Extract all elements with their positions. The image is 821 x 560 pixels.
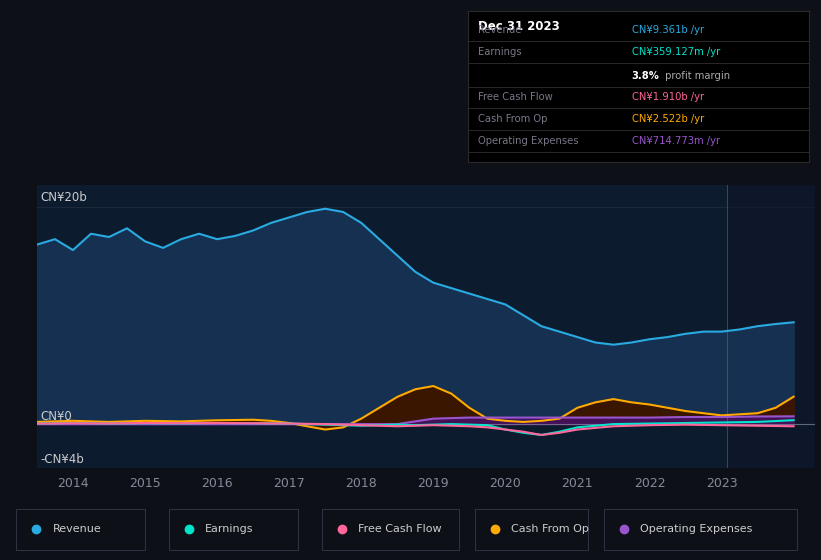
Text: -CN¥4b: -CN¥4b — [40, 453, 85, 466]
Text: Cash From Op: Cash From Op — [511, 524, 589, 534]
Text: Free Cash Flow: Free Cash Flow — [358, 524, 442, 534]
Text: Dec 31 2023: Dec 31 2023 — [478, 20, 560, 33]
Text: CN¥714.773m /yr: CN¥714.773m /yr — [631, 136, 720, 146]
Text: CN¥2.522b /yr: CN¥2.522b /yr — [631, 114, 704, 124]
Text: Cash From Op: Cash From Op — [478, 114, 548, 124]
Text: Operating Expenses: Operating Expenses — [478, 136, 579, 146]
Text: Earnings: Earnings — [205, 524, 254, 534]
Text: CN¥359.127m /yr: CN¥359.127m /yr — [631, 48, 720, 58]
Text: Earnings: Earnings — [478, 48, 522, 58]
Text: CN¥20b: CN¥20b — [40, 192, 87, 204]
Text: profit margin: profit margin — [663, 71, 731, 81]
Text: 3.8%: 3.8% — [631, 71, 659, 81]
Text: CN¥1.910b /yr: CN¥1.910b /yr — [631, 92, 704, 102]
Text: CN¥0: CN¥0 — [40, 410, 72, 423]
Text: Revenue: Revenue — [53, 524, 101, 534]
Text: Revenue: Revenue — [478, 25, 521, 35]
Text: CN¥9.361b /yr: CN¥9.361b /yr — [631, 25, 704, 35]
Text: Free Cash Flow: Free Cash Flow — [478, 92, 553, 102]
Bar — [727, 185, 815, 468]
Text: Operating Expenses: Operating Expenses — [640, 524, 752, 534]
